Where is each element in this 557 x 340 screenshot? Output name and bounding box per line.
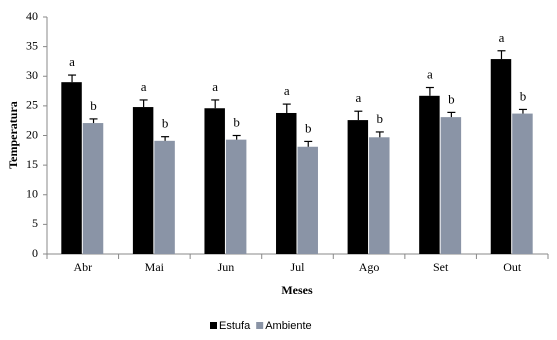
y-tick-label: 30 [26,68,38,82]
legend-swatch [210,322,217,329]
bar [204,108,225,255]
bar [512,113,533,254]
bar [419,95,440,255]
bar [276,112,297,254]
significance-letter: a [427,66,433,81]
bar [490,59,512,254]
significance-letter: b [377,111,384,126]
significance-letter: b [448,91,455,106]
x-tick-label: Set [433,260,449,274]
error-bar [282,103,291,113]
significance-letter: a [355,90,361,105]
significance-letter: a [284,83,290,98]
bar [61,82,82,254]
x-tick-label: Out [503,260,522,274]
bar [347,120,369,254]
legend-label: Estufa [219,320,251,332]
significance-letter: b [233,114,240,129]
y-tick-label: 5 [32,216,38,230]
error-bar [354,110,363,121]
error-bar [68,74,77,83]
x-tick-label: Mai [145,260,165,274]
error-bar [447,111,456,118]
x-tick-label: Jul [290,260,305,274]
significance-letter: b [305,120,312,135]
significance-letter: a [499,30,505,45]
legend: Estufa Ambiente [210,320,312,332]
bar [225,139,247,254]
error-bar [518,108,527,114]
y-tick-label: 0 [32,246,38,260]
y-axis-label: Temperatura [6,101,20,169]
error-bar [375,131,384,138]
y-tick-label: 15 [26,157,38,171]
significance-letter: b [162,116,169,131]
error-bar [497,50,506,60]
significance-letter: b [520,88,527,103]
error-bar [139,99,148,108]
y-tick-label: 20 [26,127,38,141]
bar [132,107,154,254]
bar [82,123,104,255]
significance-letter: a [212,79,218,94]
y-tick-label: 25 [26,98,38,112]
error-bar [232,134,241,140]
significance-letter: a [69,54,75,69]
legend-label: Ambiente [265,320,311,332]
bar [440,117,462,254]
y-tick-label: 40 [26,9,38,23]
bar [297,146,318,254]
x-axis-label: Meses [281,283,313,297]
x-tick-label: Ago [359,260,380,274]
error-bar [89,118,98,124]
error-bar [304,140,313,147]
error-bar [161,136,170,141]
y-tick-label: 10 [26,187,38,201]
error-bar [425,86,434,96]
legend-swatch [256,322,264,329]
significance-letter: b [90,98,97,113]
error-bar [211,99,220,109]
x-tick-label: Abr [73,260,92,274]
x-tick-label: Jun [218,260,235,274]
y-tick-label: 35 [26,38,38,52]
bar [154,140,175,254]
bar [369,137,390,254]
significance-letter: a [141,79,147,94]
